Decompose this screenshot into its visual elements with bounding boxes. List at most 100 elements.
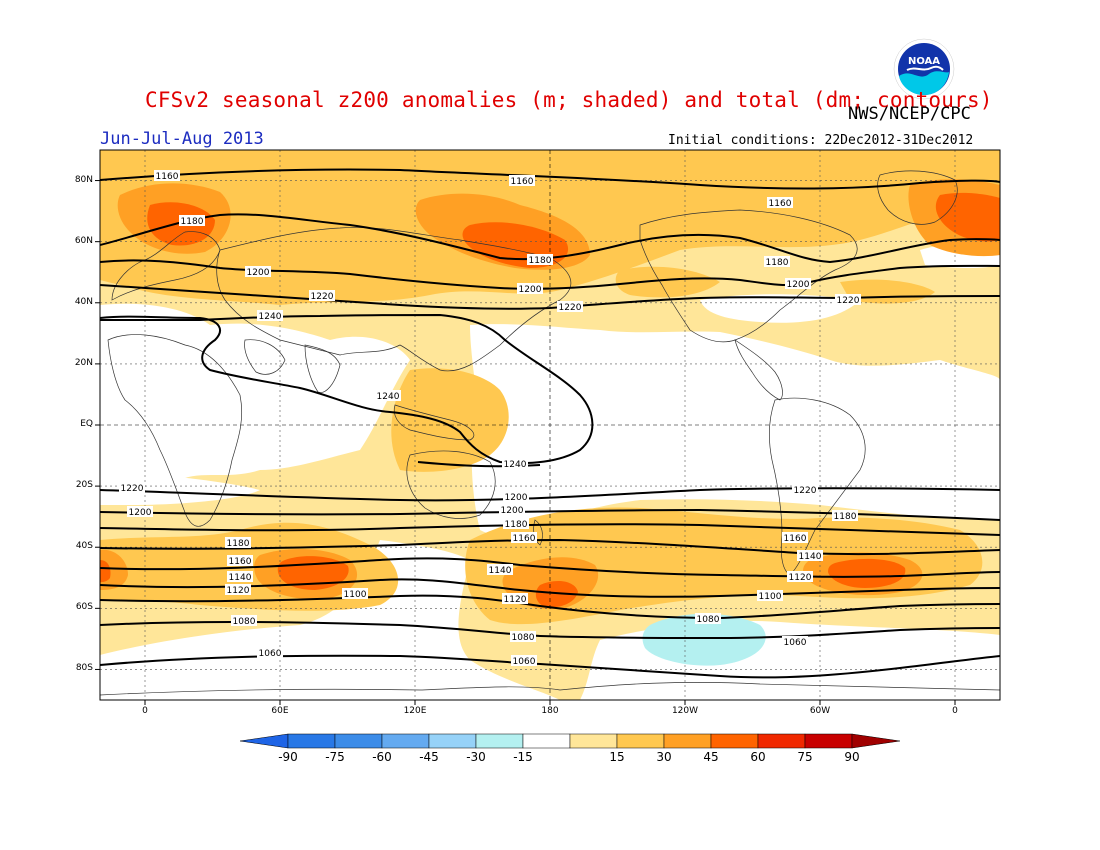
- colorbar-cell: [710, 733, 759, 749]
- contour-label: 1180: [834, 512, 857, 522]
- contour-label-bg: [757, 590, 783, 601]
- anomaly-30-nh-pac: [615, 266, 720, 298]
- contour-1140-sh: [100, 557, 1000, 578]
- contour-label-bg: [127, 506, 153, 517]
- colorbar-tick-label: 45: [703, 750, 719, 764]
- colorbar-tick-label: 15: [609, 750, 625, 764]
- colorbar-tick-label: -90: [278, 750, 298, 764]
- lon-tick-label: 60W: [809, 706, 831, 716]
- contour-label-bg: [527, 254, 553, 265]
- contour-label-bg: [503, 491, 529, 502]
- anomaly-zero-pacific: [470, 324, 1000, 538]
- contour-label-bg: [511, 532, 537, 543]
- contour-label-bg: [557, 301, 583, 312]
- lat-tick-label: 20S: [75, 480, 93, 491]
- contour-label-bg: [767, 197, 793, 208]
- contour-label: 1220: [311, 292, 334, 302]
- colorbar-tick-label: -30: [466, 750, 486, 764]
- contour-label-bg: [832, 510, 858, 521]
- colorbar-cell: [616, 733, 665, 749]
- colorbar-tick-label: -15: [513, 750, 533, 764]
- contour-label-bg: [510, 631, 536, 642]
- contour-label: 1060: [784, 638, 807, 648]
- lon-tick-label: 60E: [271, 706, 289, 716]
- contour-label-bg: [782, 532, 808, 543]
- anomaly-60-sh-atlantic: [828, 558, 906, 588]
- colorbar-tick-label: 75: [797, 750, 813, 764]
- noaa-logo: NOAA: [893, 38, 955, 100]
- contour-label: 1080: [697, 615, 720, 625]
- contour-1060-sh: [100, 654, 1000, 679]
- contour-1080-sh: [100, 620, 1000, 640]
- contour-label-bg: [375, 390, 401, 401]
- coast-antarctica: [100, 682, 1000, 696]
- contour-label: 1220: [559, 303, 582, 313]
- anomaly-zero-tropics-indian: [100, 303, 410, 490]
- contour-label-bg: [225, 537, 251, 548]
- colorbar-cell: [428, 733, 477, 749]
- contour-label: 1200: [129, 508, 152, 518]
- lon-tick-label: 120E: [403, 706, 427, 716]
- colorbar-cell: [334, 733, 383, 749]
- colorbar-tick-label: 30: [656, 750, 672, 764]
- contour-label: 1100: [759, 592, 782, 602]
- contour-label-bg: [231, 615, 257, 626]
- contour-label: 1180: [766, 258, 789, 268]
- contour-label: 1180: [529, 256, 552, 266]
- contour-label: 1180: [505, 520, 528, 530]
- lon-tick-label: 0: [952, 706, 958, 716]
- axis-ticks: [95, 180, 956, 705]
- contour-label: 1140: [799, 552, 822, 562]
- contour-1120-sh: [100, 578, 1000, 598]
- contour-label: 1080: [512, 633, 535, 643]
- colorbar-arrow-high: [851, 733, 901, 749]
- lat-tick-label: 20N: [74, 357, 93, 368]
- contour-label: 1180: [227, 539, 250, 549]
- contour-label: 1100: [344, 590, 367, 600]
- contour-label-bg: [227, 555, 253, 566]
- contour-label: 1160: [513, 534, 536, 544]
- lon-tick-label: 180: [541, 706, 559, 716]
- anomaly-neg15-south-pacific: [642, 613, 766, 666]
- contour-label: 1240: [377, 392, 400, 402]
- coast-arabia: [244, 339, 286, 375]
- contour-label-bg: [787, 571, 813, 582]
- contour-label: 1200: [505, 493, 528, 503]
- contour-label-bg: [227, 571, 253, 582]
- contour-label: 1220: [121, 484, 144, 494]
- lat-tick-label: 60N: [74, 235, 93, 246]
- coast-australia: [406, 450, 496, 519]
- colorbar: [239, 733, 901, 749]
- colorbar-tick-label: -60: [372, 750, 392, 764]
- contour-label-bg: [154, 170, 180, 181]
- contour-label-bg: [179, 215, 205, 226]
- lon-tick-label: 0: [142, 706, 148, 716]
- colorbar-cell: [287, 733, 336, 749]
- contour-1180-nh: [100, 213, 1000, 264]
- lat-tick-label: 60S: [75, 602, 93, 613]
- contour-label-bg: [517, 283, 543, 294]
- lon-tick-label: 120W: [671, 706, 699, 716]
- colorbar-tick-label: -75: [325, 750, 345, 764]
- contour-label: 1240: [504, 460, 527, 470]
- chart-title: CFSv2 seasonal z200 anomalies (m; shaded…: [145, 88, 993, 112]
- lat-tick-label: 40N: [74, 296, 93, 307]
- contour-label: 1160: [784, 534, 807, 544]
- contour-label-bg: [309, 290, 335, 301]
- colorbar-cell: [522, 733, 571, 749]
- contour-label: 1240: [259, 312, 282, 322]
- coast-asia: [216, 227, 572, 372]
- contour-label-bg: [245, 266, 271, 277]
- colorbar-tick-label: -45: [419, 750, 439, 764]
- contour-label: 1060: [259, 649, 282, 659]
- contour-label-bg: [257, 310, 283, 321]
- colorbar-cell: [757, 733, 806, 749]
- contour-label: 1200: [519, 285, 542, 295]
- contour-label-bg: [257, 647, 283, 658]
- contour-label: 1140: [489, 566, 512, 576]
- contour-label: 1080: [233, 617, 256, 627]
- map-plot-area: 1160 1160 1160 1180 1180 1180 1200 1200 1200 1220…: [100, 150, 1000, 700]
- contour-label: 1160: [769, 199, 792, 209]
- colorbar-cell: [381, 733, 430, 749]
